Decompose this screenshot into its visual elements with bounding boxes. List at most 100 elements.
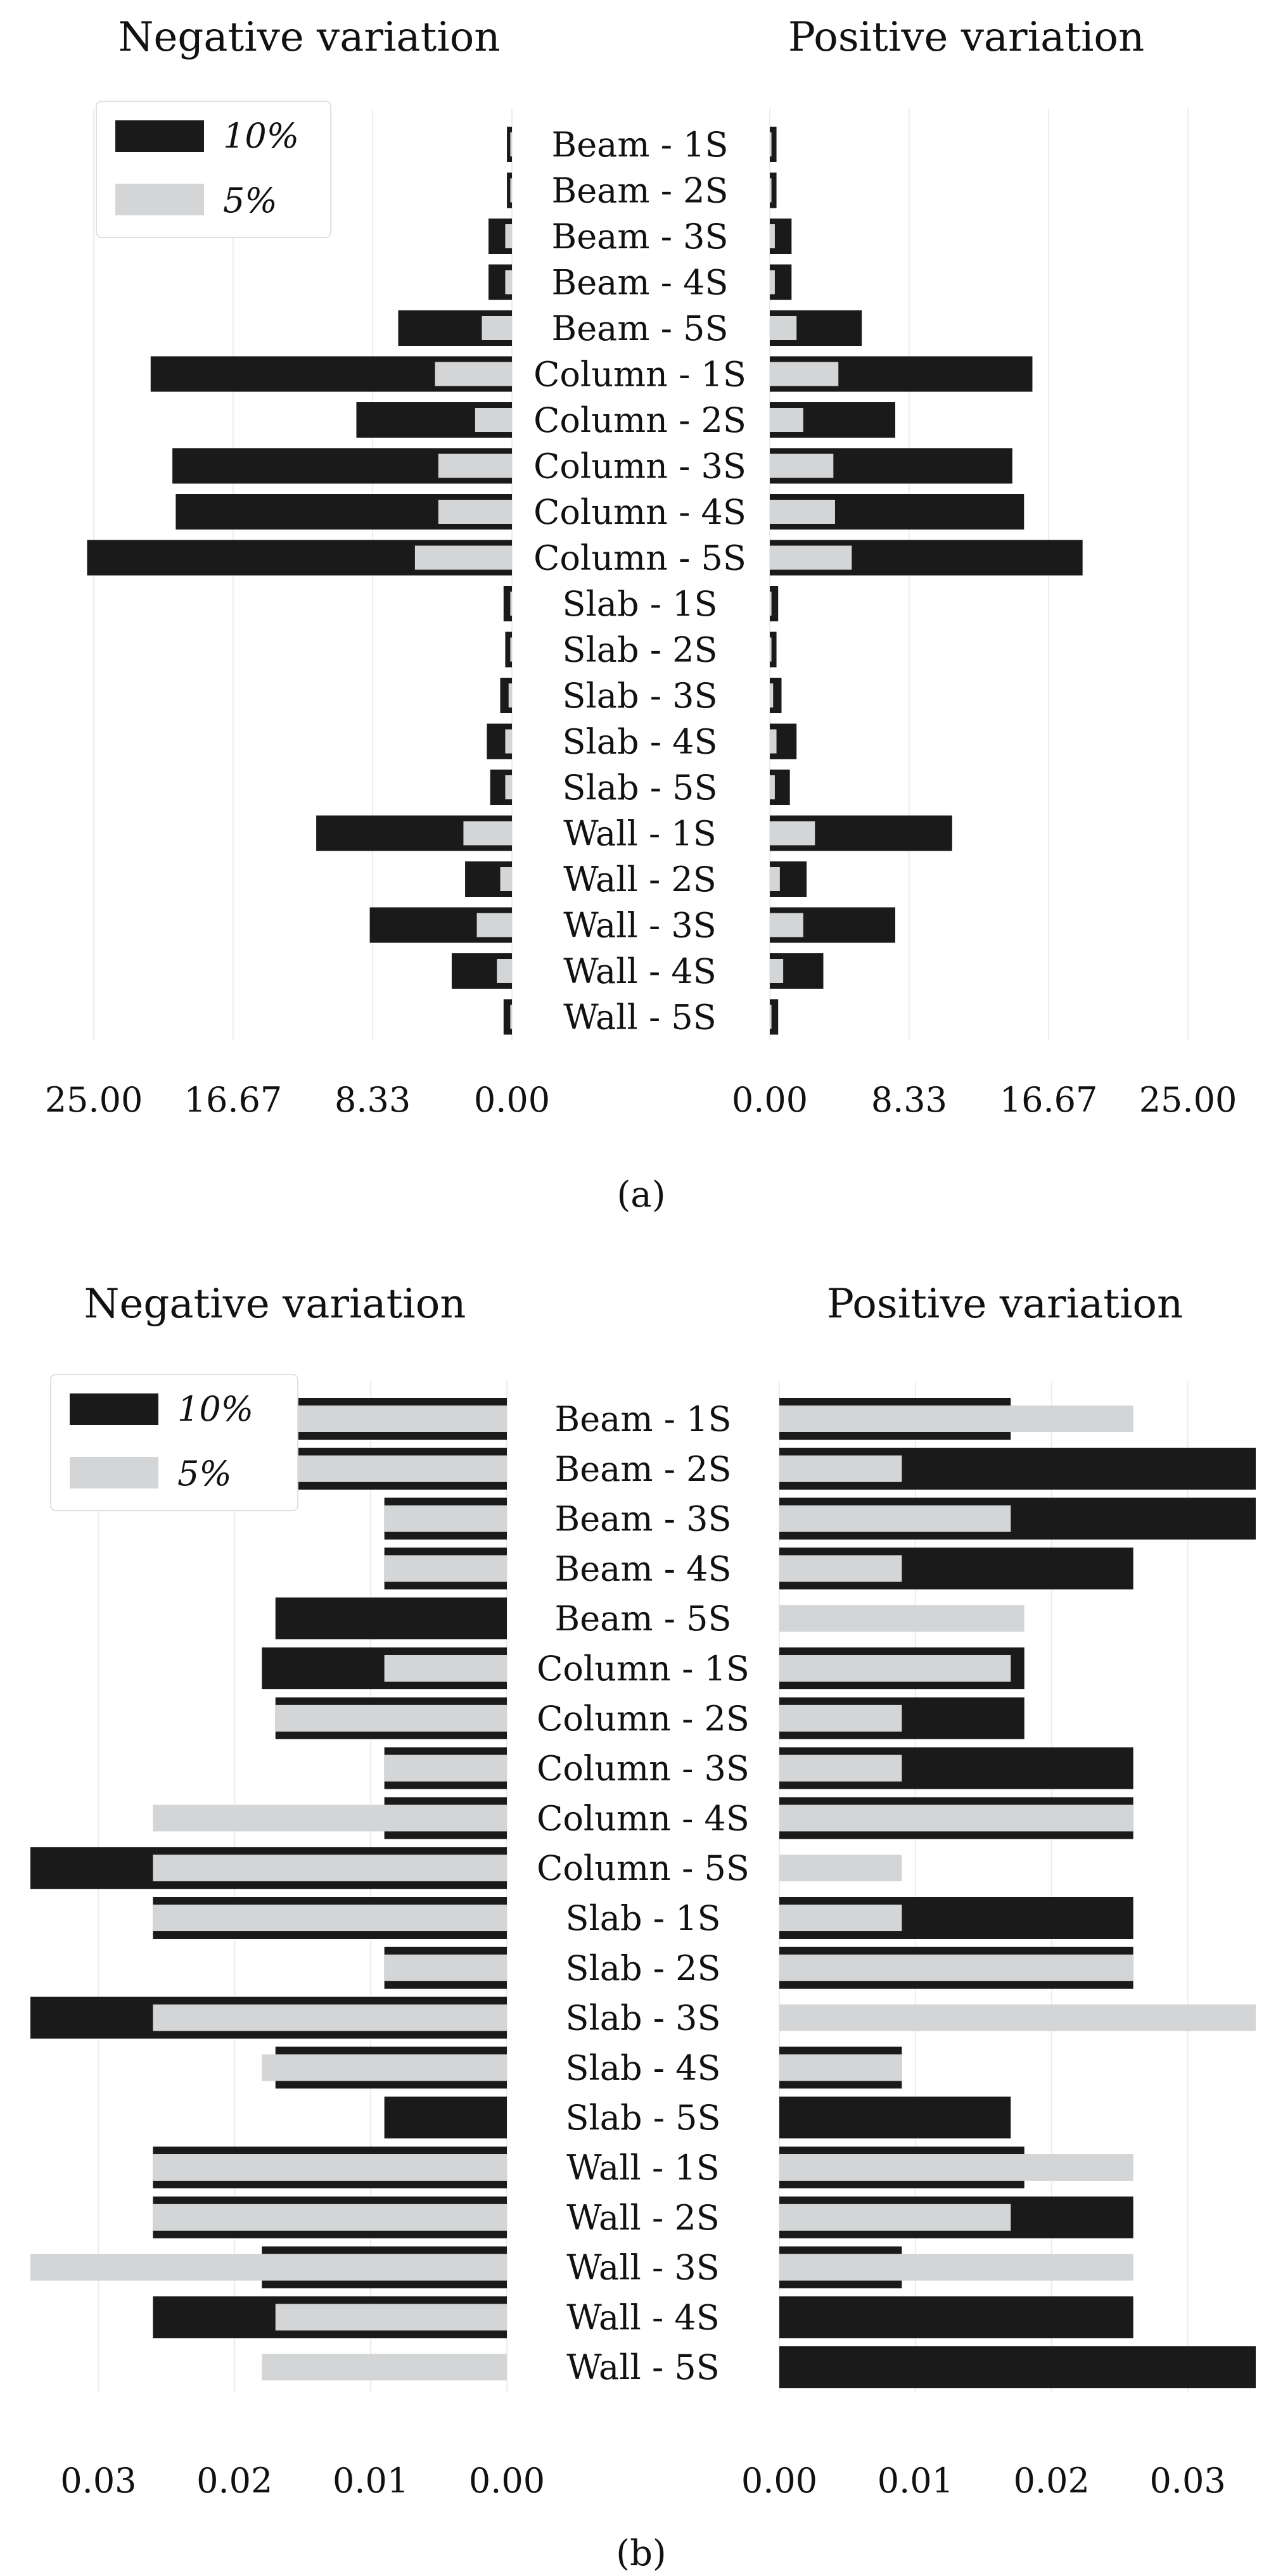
bar-negative-5 xyxy=(153,1805,507,1832)
bar-negative-5 xyxy=(475,408,512,432)
category-label: Slab - 5S xyxy=(563,768,718,808)
bar-negative-5 xyxy=(153,2154,507,2181)
legend-label-10: 10% xyxy=(177,1389,253,1429)
subplot-title-positive: Positive variation xyxy=(788,14,1144,61)
category-label: Column - 3S xyxy=(537,1749,750,1789)
bar-positive-10 xyxy=(770,127,777,162)
category-label: Wall - 1S xyxy=(563,814,716,854)
x-tick-label: 25.00 xyxy=(1139,1080,1237,1120)
legend-label-5: 5% xyxy=(177,1454,232,1494)
bar-positive-10 xyxy=(779,2346,1256,2389)
legend-label-5: 5% xyxy=(223,181,278,220)
category-label: Wall - 4S xyxy=(566,2297,719,2337)
bar-positive-5 xyxy=(779,1954,1133,1981)
bar-negative-5 xyxy=(510,592,512,616)
category-label: Beam - 2S xyxy=(552,171,729,211)
bar-positive-5 xyxy=(770,821,815,846)
category-label: Beam - 5S xyxy=(552,308,729,348)
panel-caption: (a) xyxy=(616,1174,665,1215)
category-label: Slab - 4S xyxy=(566,2048,721,2088)
bar-positive-10 xyxy=(770,631,777,668)
bar-negative-5 xyxy=(384,1555,507,1582)
bar-positive-5 xyxy=(770,224,775,248)
subplot-title-negative: Negative variation xyxy=(84,1281,466,1328)
category-label: Beam - 1S xyxy=(555,1399,732,1439)
legend-swatch-5 xyxy=(70,1457,158,1488)
bar-positive-5 xyxy=(770,454,834,478)
bar-positive-5 xyxy=(779,1555,902,1582)
category-label: Beam - 1S xyxy=(552,125,729,165)
bar-positive-5 xyxy=(779,1455,902,1482)
bar-positive-5 xyxy=(779,2204,1011,2231)
bar-positive-5 xyxy=(779,1905,902,1931)
bar-negative-10 xyxy=(507,127,512,162)
category-label: Slab - 4S xyxy=(563,722,718,762)
category-label: Column - 2S xyxy=(533,400,746,440)
subplot-title-positive: Positive variation xyxy=(827,1281,1183,1328)
bar-negative-5 xyxy=(384,1505,507,1532)
category-label: Beam - 4S xyxy=(555,1549,732,1589)
bar-positive-5 xyxy=(770,1005,772,1029)
category-label: Slab - 2S xyxy=(566,1948,721,1988)
category-label: Slab - 1S xyxy=(566,1898,721,1938)
x-tick-label: 0.01 xyxy=(878,2461,954,2501)
bar-negative-5 xyxy=(510,178,512,203)
bar-negative-5 xyxy=(153,2204,507,2231)
x-tick-label: 0.03 xyxy=(1149,2461,1225,2501)
x-tick-label: 0.00 xyxy=(732,1080,808,1120)
bar-positive-5 xyxy=(779,1754,902,1782)
bar-negative-5 xyxy=(384,1954,507,1981)
bar-positive-5 xyxy=(770,775,775,799)
bar-positive-5 xyxy=(779,1805,1133,1832)
bar-positive-5 xyxy=(779,2004,1256,2031)
category-label: Slab - 5S xyxy=(566,2098,721,2138)
bar-positive-5 xyxy=(770,729,777,754)
bar-positive-5 xyxy=(770,683,774,707)
category-label: Column - 5S xyxy=(533,538,746,578)
x-tick-label: 0.02 xyxy=(196,2461,272,2501)
bar-positive-10 xyxy=(770,172,777,208)
category-label: Column - 5S xyxy=(537,1848,750,1888)
x-tick-label: 0.01 xyxy=(333,2461,409,2501)
bar-positive-5 xyxy=(779,1405,1133,1432)
x-tick-label: 16.67 xyxy=(1000,1080,1098,1120)
bar-negative-10 xyxy=(507,172,512,208)
bar-negative-5 xyxy=(153,1855,507,1882)
category-label: Column - 4S xyxy=(533,492,746,532)
bar-negative-5 xyxy=(510,132,512,156)
bar-negative-5 xyxy=(505,270,512,295)
bar-positive-5 xyxy=(770,500,835,524)
category-label: Wall - 5S xyxy=(563,998,716,1037)
legend-swatch-5 xyxy=(115,184,204,215)
bar-positive-10 xyxy=(770,999,779,1035)
bar-negative-5 xyxy=(508,683,512,707)
bar-negative-5 xyxy=(463,821,512,846)
category-label: Wall - 4S xyxy=(563,951,716,991)
bar-positive-5 xyxy=(770,592,772,616)
bar-positive-5 xyxy=(770,545,852,570)
category-label: Slab - 1S xyxy=(563,584,718,624)
category-label: Wall - 2S xyxy=(566,2198,719,2238)
bar-negative-5 xyxy=(500,867,512,891)
bar-positive-5 xyxy=(770,867,780,891)
category-label: Column - 1S xyxy=(533,355,746,395)
x-tick-label: 0.00 xyxy=(474,1080,550,1120)
panel-caption: (b) xyxy=(616,2533,667,2574)
x-tick-label: 0.02 xyxy=(1014,2461,1090,2501)
category-label: Beam - 4S xyxy=(552,263,729,303)
category-label: Wall - 2S xyxy=(563,860,716,899)
bar-negative-10 xyxy=(503,586,512,621)
bar-negative-5 xyxy=(510,1005,512,1029)
bar-negative-5 xyxy=(275,2304,507,2331)
bar-positive-5 xyxy=(779,1605,1024,1632)
bar-negative-5 xyxy=(505,775,512,799)
bar-negative-5 xyxy=(414,545,512,570)
category-label: Column - 2S xyxy=(537,1699,750,1739)
bar-negative-5 xyxy=(435,362,512,386)
legend-swatch-10 xyxy=(115,120,204,152)
bar-negative-5 xyxy=(438,500,512,524)
category-label: Slab - 3S xyxy=(566,1998,721,2038)
x-tick-label: 8.33 xyxy=(871,1080,947,1120)
bar-negative-5 xyxy=(510,637,512,662)
